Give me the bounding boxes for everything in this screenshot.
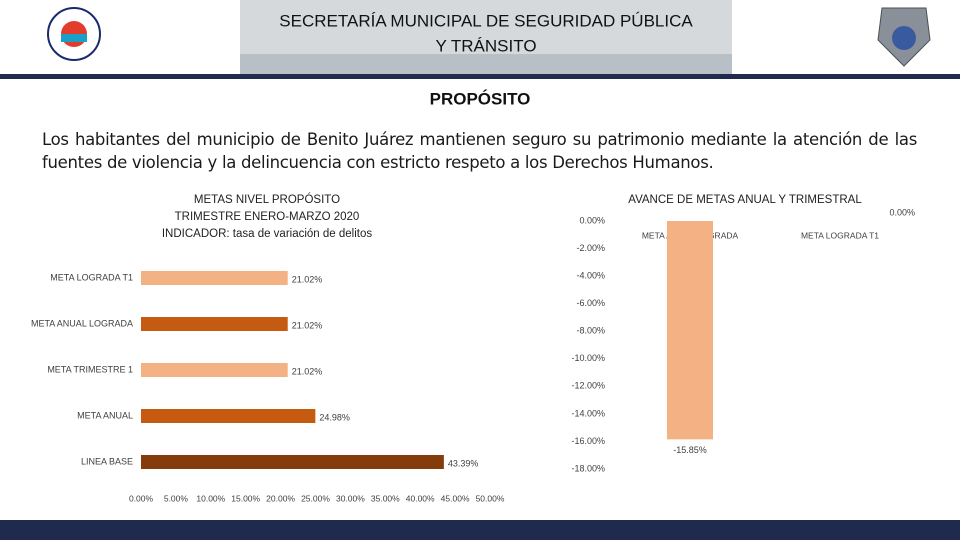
x-tick-label: 0.00% (129, 493, 154, 503)
logo-left-sea (61, 34, 87, 42)
value-label: 21.02% (292, 320, 323, 330)
x-tick-label: 40.00% (406, 493, 435, 503)
bar (141, 455, 444, 469)
y-tick-label: -14.00% (571, 408, 605, 418)
y-tick-label: 0.00% (579, 215, 605, 225)
x-tick-label: 45.00% (441, 493, 470, 503)
bar (667, 221, 713, 440)
y-tick-label: -6.00% (576, 298, 605, 308)
bar (141, 271, 288, 285)
y-tick-label: META ANUAL (77, 410, 133, 420)
y-tick-label: -12.00% (571, 381, 605, 391)
logo-right-seal (892, 26, 916, 50)
value-label: 21.02% (292, 274, 323, 284)
chart-title: INDICADOR: tasa de variación de delitos (162, 228, 373, 240)
y-tick-label: META TRIMESTRE 1 (47, 364, 133, 374)
chart-title: TRIMESTRE ENERO-MARZO 2020 (175, 211, 360, 223)
value-label: 0.00% (889, 207, 915, 217)
bar (141, 409, 316, 423)
x-tick-label: 25.00% (301, 493, 330, 503)
chart-title: AVANCE DE METAS ANUAL Y TRIMESTRAL (628, 194, 862, 206)
x-tick-label: 10.00% (196, 493, 225, 503)
y-tick-label: LINEA BASE (81, 456, 133, 466)
chart-title: METAS NIVEL PROPÓSITO (194, 193, 340, 206)
section-title: PROPÓSITO (430, 89, 531, 108)
x-tick-label: 50.00% (476, 493, 505, 503)
value-label: 24.98% (319, 412, 350, 422)
y-tick-label: -10.00% (571, 353, 605, 363)
header-title: SECRETARÍA MUNICIPAL DE SEGURIDAD PÚBLIC… (279, 11, 693, 30)
header-rule (0, 74, 960, 79)
bar (141, 363, 288, 377)
y-tick-label: META ANUAL LOGRADA (31, 318, 133, 328)
y-tick-label: -8.00% (576, 326, 605, 336)
x-tick-label: 5.00% (164, 493, 189, 503)
x-tick-label: 15.00% (231, 493, 260, 503)
y-tick-label: -16.00% (571, 436, 605, 446)
header-band-shade (240, 54, 732, 76)
paragraph: Los habitantes del municipio de Benito J… (42, 130, 917, 172)
bar (141, 317, 288, 331)
y-tick-label: -2.00% (576, 243, 605, 253)
y-tick-label: -4.00% (576, 270, 605, 280)
header-title: Y TRÁNSITO (435, 36, 536, 55)
y-tick-label: META LOGRADA T1 (50, 272, 133, 282)
value-label: -15.85% (673, 445, 707, 455)
x-tick-label: 35.00% (371, 493, 400, 503)
value-label: 21.02% (292, 366, 323, 376)
footer-band (0, 520, 960, 540)
value-label: 43.39% (448, 458, 479, 468)
x-tick-label: META LOGRADA T1 (801, 230, 879, 240)
x-tick-label: 20.00% (266, 493, 295, 503)
x-tick-label: 30.00% (336, 493, 365, 503)
y-tick-label: -18.00% (571, 463, 605, 473)
